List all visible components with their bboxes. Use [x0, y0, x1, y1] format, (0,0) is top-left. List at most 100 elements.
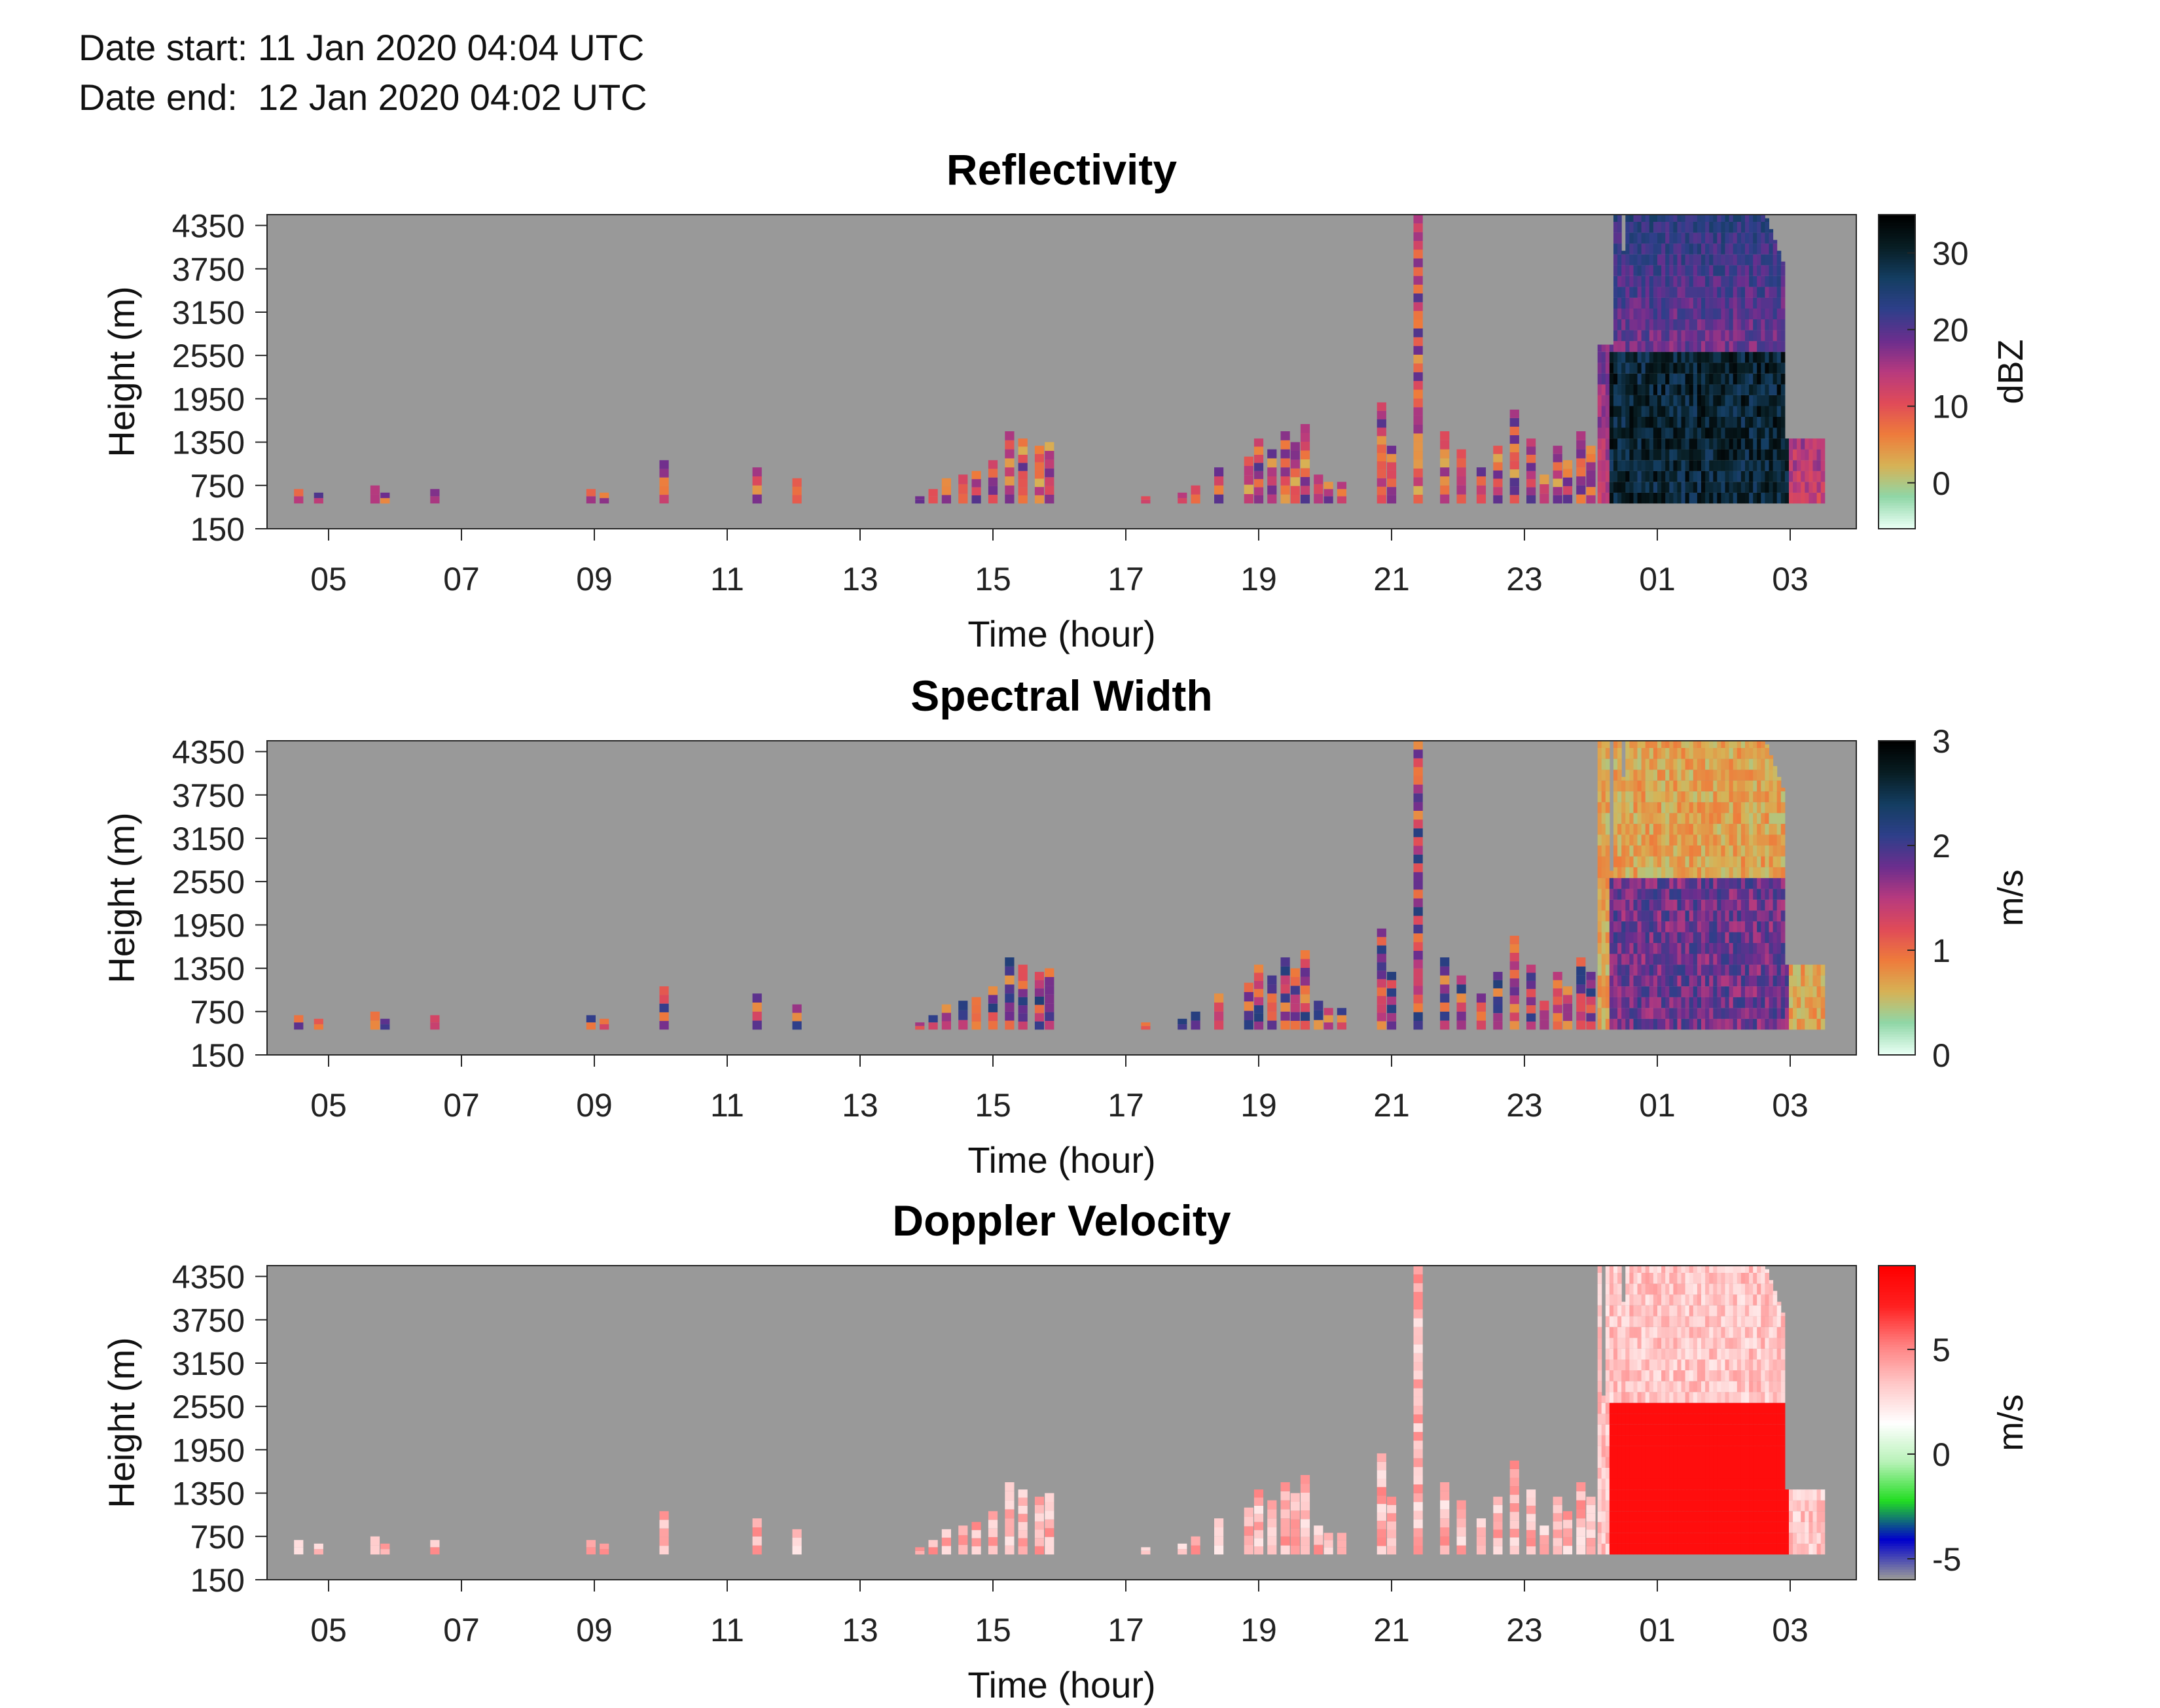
echo-cell — [1737, 910, 1742, 921]
colorbar-segment — [1879, 942, 1915, 946]
x-tick-label: 03 — [1772, 561, 1809, 597]
echo-cell — [1776, 1500, 1782, 1512]
colorbar-segment — [1879, 325, 1915, 328]
echo-cell — [958, 1535, 968, 1545]
echo-cell — [1709, 910, 1714, 921]
echo-cell — [1705, 427, 1710, 439]
echo-cell — [1645, 1468, 1650, 1479]
echo-cell — [1740, 1008, 1746, 1019]
echo-cell — [1637, 932, 1642, 943]
echo-cell — [1005, 476, 1015, 486]
echo-cell — [1214, 1020, 1224, 1030]
echo-cell — [1645, 1359, 1650, 1370]
echo-cell — [1669, 449, 1674, 461]
echo-cell — [1765, 265, 1769, 276]
echo-cell — [1820, 986, 1826, 997]
echo-cell — [1526, 980, 1536, 989]
echo-cell — [1621, 251, 1626, 255]
echo-cell — [1701, 449, 1706, 461]
echo-cell — [1005, 1491, 1015, 1501]
echo-cell — [1621, 1521, 1626, 1533]
echo-cell — [1621, 254, 1626, 266]
echo-cell — [1780, 1326, 1786, 1338]
echo-cell — [1753, 492, 1757, 504]
echo-cell — [1377, 427, 1386, 436]
echo-cell — [1745, 1305, 1750, 1317]
echo-cell — [1440, 1491, 1450, 1501]
echo-cell — [1669, 1457, 1674, 1468]
echo-cell — [1685, 1370, 1690, 1381]
echo-cell — [1641, 1381, 1646, 1393]
echo-cell — [1637, 878, 1642, 889]
echo-cell — [1776, 330, 1782, 342]
echo-cell — [1749, 1543, 1754, 1555]
echo-cell — [1701, 1511, 1706, 1522]
echo-cell — [1805, 460, 1809, 471]
echo-cell — [1733, 1543, 1738, 1555]
echo-cell — [1637, 427, 1642, 439]
colorbar-segment — [1879, 937, 1915, 940]
echo-cell — [1673, 856, 1678, 868]
echo-cell — [1737, 921, 1742, 933]
echo-cell — [792, 486, 802, 495]
echo-cell — [1661, 482, 1666, 493]
echo-cell — [1697, 1402, 1702, 1414]
colorbar-segment — [1879, 916, 1915, 919]
colorbar-segment — [1879, 400, 1915, 404]
echo-cell — [1413, 1003, 1423, 1012]
echo-cell — [1018, 1514, 1028, 1522]
echo-cell — [1253, 1013, 1264, 1022]
echo-cell — [1576, 966, 1586, 976]
echo-cell — [1677, 997, 1682, 1008]
echo-cell — [1693, 471, 1698, 482]
echo-cell — [1661, 932, 1666, 943]
echo-cell — [1749, 867, 1754, 878]
echo-cell — [1740, 471, 1746, 482]
echo-cell — [1609, 344, 1614, 352]
echo-cell — [1780, 395, 1786, 406]
echo-cell — [1609, 427, 1614, 439]
echo-cell — [1689, 1316, 1694, 1327]
echo-cell — [1629, 373, 1634, 385]
echo-cell — [1677, 1283, 1682, 1295]
echo-cell — [1641, 363, 1646, 374]
echo-cell — [1645, 899, 1650, 911]
echo-cell — [1509, 1529, 1519, 1538]
colorbar-segment — [1879, 911, 1915, 914]
echo-cell — [1761, 254, 1765, 266]
echo-cell — [1493, 1497, 1503, 1505]
echo-cell — [1685, 943, 1690, 954]
echo-cell — [1005, 494, 1015, 504]
echo-cell — [1290, 968, 1300, 977]
echo-cell — [1737, 417, 1742, 428]
echo-cell — [1709, 287, 1714, 298]
echo-cell — [1689, 1294, 1694, 1306]
echo-cell — [752, 1536, 762, 1546]
echo-cell — [1761, 1326, 1765, 1338]
echo-cell — [1214, 485, 1224, 495]
echo-cell — [1645, 482, 1650, 493]
echo-cell — [1045, 442, 1054, 451]
echo-cell — [1757, 1359, 1761, 1370]
echo-cell — [1613, 1008, 1618, 1019]
echo-cell — [1757, 254, 1761, 266]
echo-cell — [1761, 834, 1765, 845]
echo-cell — [1625, 748, 1630, 759]
echo-cell — [1625, 1381, 1630, 1393]
echo-cell — [1709, 943, 1714, 954]
echo-cell — [1776, 834, 1782, 845]
echo-cell — [1765, 921, 1769, 933]
echo-cell — [1717, 1402, 1721, 1414]
echo-cell — [1141, 1022, 1151, 1026]
echo-cell — [1605, 921, 1610, 933]
echo-cell — [1733, 1533, 1738, 1544]
echo-cell — [1793, 492, 1797, 504]
echo-cell — [1761, 823, 1765, 835]
echo-cell — [1685, 965, 1690, 976]
echo-cell — [1601, 1543, 1606, 1555]
echo-cell — [1689, 438, 1694, 450]
echo-cell — [1685, 1305, 1690, 1317]
echo-cell — [1625, 1294, 1630, 1306]
echo-cell — [1613, 1489, 1618, 1501]
echo-cell — [941, 1004, 951, 1013]
